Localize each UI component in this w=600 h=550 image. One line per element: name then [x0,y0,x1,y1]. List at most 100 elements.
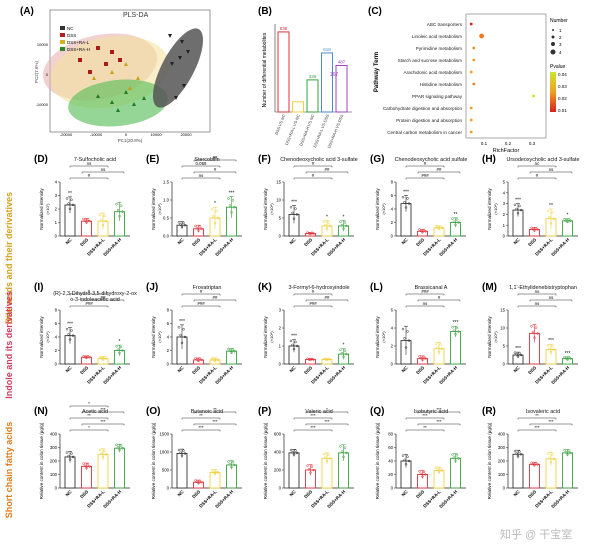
datapoint [182,221,185,225]
datapoint [407,202,411,205]
datapoint [530,461,533,465]
group-label-3: DSS+RA-H [326,237,346,257]
y-label: Normalized intensity [487,316,492,358]
datapoint [454,223,457,227]
datapoint [322,452,326,456]
datapoint [312,358,315,361]
y-label: Relative content in colon tissue (μg/g) [151,422,156,499]
y-tick-label: 0 [55,234,58,239]
y-scale: (×10⁴) [157,331,162,343]
datapoint [100,218,103,222]
y-tick-label: 4 [55,180,58,185]
group-label-3: DSS+RA-H [214,365,234,385]
significance-star-2: * [326,215,328,221]
panel-m: (M) 1,1'-Ethylidenebistryptophan 15 10 5 0 Nor… [482,282,578,385]
datapoint [103,449,106,453]
datapoint [328,358,332,361]
pvalue-tick-2: 0.02 [558,96,567,101]
group-label-1: DSS [415,365,425,375]
datapoint [407,459,411,463]
group-label-0: NC [177,365,186,374]
datapoint [295,344,299,348]
panel-title: Frovatriptan [193,285,222,291]
panel-c-xtick-1: 0.2 [505,141,512,146]
datapoint [198,225,202,228]
y-tick-label: 2 [391,220,394,225]
group-label-1: DSS [191,237,201,247]
datapoint [98,355,102,359]
datapoint [200,480,203,484]
datapoint [452,329,456,332]
y-tick-label: 10 [276,198,281,203]
datapoint [422,470,426,474]
datapoint [310,357,314,361]
panel-title: 7-Sulfocholic acid [74,157,116,163]
datapoint [406,455,409,458]
pvalue-colorbar [550,72,556,112]
datapoint [292,217,296,220]
y-tick-label: 4 [503,190,506,195]
pathway-term-6: PPAR signaling pathway [412,94,463,99]
bracket-label-0: # [536,173,539,178]
datapoint [182,327,185,331]
y-label: Normalized intensity [375,316,380,358]
datapoint [551,344,554,348]
datapoint [515,452,518,455]
datapoint [342,455,345,459]
datapoint [418,470,421,473]
datapoint [328,457,332,460]
datapoint [88,465,91,468]
significance-star-0: *** [291,199,297,205]
datapoint [566,453,569,456]
datapoint [516,355,520,358]
datapoint [564,219,568,222]
datapoint [194,479,197,482]
datapoint [564,451,568,454]
bracket-label-2: ** [199,413,203,418]
datapoint [116,446,120,449]
group-label-3: DSS+RA-H [550,237,570,257]
y-label: Relative content in colon tissue (μg/g) [39,422,44,499]
datapoint [516,454,520,458]
y-tick-label: 1500 [159,432,169,437]
group-label-1: DSS [79,365,89,375]
datapoint [454,459,457,462]
datapoint [434,225,438,228]
datapoint [100,357,103,360]
bracket-label-1: ## [213,295,218,300]
datapoint [536,463,539,466]
panel-f: (F) Chenodeoxycholic acid 3-sulfate 15 10 5 0… [258,154,358,257]
datapoint [536,228,539,231]
panel-letter: (Q) [370,406,384,417]
datapoint [457,221,460,224]
legend-ral: DSS+RA-L [67,40,90,45]
datapoint [309,471,312,474]
y-tick-label: 4 [391,326,394,331]
group-label-0: NC [177,237,186,246]
panel-l: (L) Brassicanal A 6 4 2 0 Normalized intensity… [370,282,466,385]
datapoint [401,195,405,199]
panel-title: Isovaleric acid [526,409,560,415]
y-tick-label: 2 [391,344,394,349]
datapoint [324,456,327,459]
panel-c-xtick-0: 0.1 [481,141,488,146]
bracket-label-2: # [312,161,315,166]
bracket-label-2: # [424,161,427,166]
pathway-point-0 [469,22,473,26]
panel-letter: (E) [146,154,159,165]
y-label: Normalized intensity [263,316,268,358]
datapoint [119,345,123,349]
datapoint [452,456,456,459]
group-label-1: DSS [303,365,313,375]
y-tick-label: 0 [503,362,506,367]
datapoint [322,357,326,361]
datapoint [328,224,332,228]
pathway-term-3: Starch and sucrose metabolism [398,58,463,63]
y-label: Normalized intensity [151,316,156,358]
panel-b-extra-label: 167 [330,72,339,78]
y-tick-label: 6 [167,321,170,326]
datapoint [418,228,421,231]
datapoint [407,339,411,342]
